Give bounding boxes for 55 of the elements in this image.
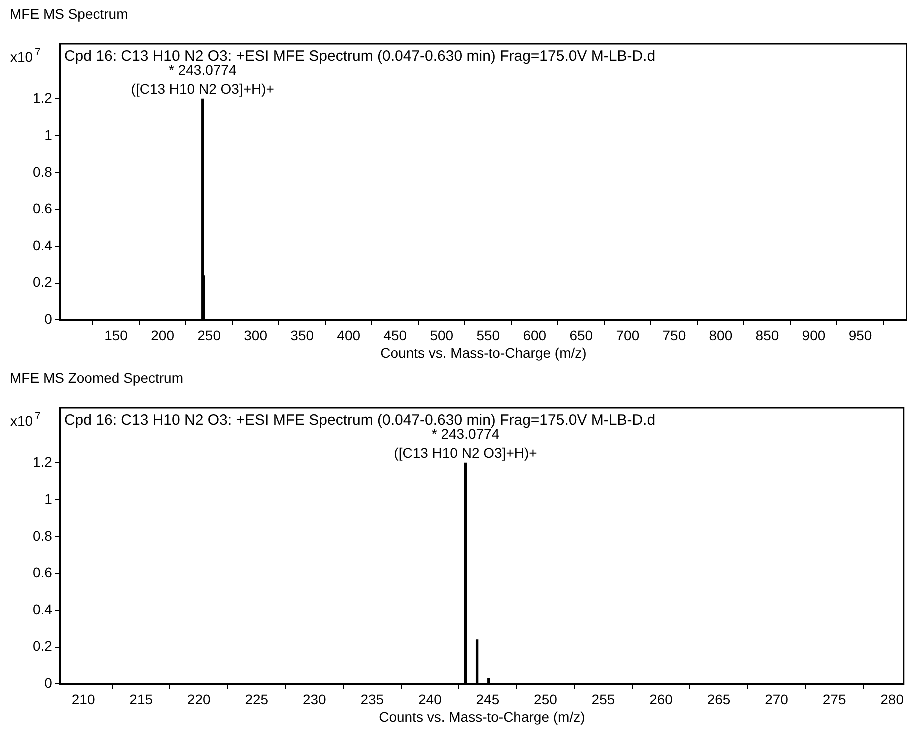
x-tick-label: 235 [360,691,384,708]
x-tick-label: 300 [244,327,268,344]
x-tick-label: 350 [290,327,314,344]
x-tick-label: 245 [476,691,500,708]
x-tick-label: 215 [130,691,154,708]
y-tick-label: 0 [44,311,53,328]
chart-title: MFE MS Spectrum [9,5,130,24]
x-tick-label: 255 [592,691,616,708]
y-tick-label: 0.8 [32,164,53,180]
x-tick-label: 265 [707,691,731,708]
x-tick-label: 550 [476,327,500,344]
y-tick-label: 1.2 [32,90,53,106]
x-tick-label: 800 [709,327,733,344]
y-tick-label: 0.8 [32,528,53,544]
x-tick-label: 400 [337,327,361,344]
y-tick-label: 1 [44,490,53,507]
x-tick-label: 240 [418,691,442,708]
x-axis-title: Counts vs. Mass-to-Charge (m/z) [379,709,586,725]
chart-subtitle: Cpd 16: C13 H10 N2 O3: +ESI MFE Spectrum (0.047-0.630 min) Frag=175.0V M-LB-D.d [64,412,656,429]
y-tick-label: 1 [44,126,53,143]
x-tick-label: 230 [302,691,327,708]
y-tick-label: 0.6 [32,564,53,581]
y-tick-label: 0 [44,675,53,692]
annotation: * 243.0774 [168,62,237,78]
y-tick-label: 1.2 [32,454,53,470]
chart-title: MFE MS Zoomed Spectrum [9,369,184,388]
x-tick-label: 700 [616,327,640,344]
chart-subtitle: Cpd 16: C13 H10 N2 O3: +ESI MFE Spectrum (0.047-0.630 min) Frag=175.0V M-LB-D.d [64,48,656,65]
y-tick-label: 0.6 [32,200,53,217]
x-tick-label: 250 [534,691,558,708]
x-tick-label: 250 [198,327,222,344]
x-axis-title: Counts vs. Mass-to-Charge (m/z) [380,345,587,361]
y-tick-label: 0.2 [32,638,53,654]
annotation: ([C13 H10 N2 O3]+H)+ [131,81,274,98]
x-tick-label: 650 [570,327,594,344]
x-tick-label: 600 [523,327,547,344]
x-tick-label: 150 [104,327,128,344]
x-tick-label: 500 [430,327,454,344]
x-tick-label: 280 [880,691,904,708]
x-tick-label: 200 [151,327,175,344]
x-tick-label: 750 [662,327,686,344]
y-tick-label: 0.4 [32,237,53,254]
x-tick-label: 210 [72,691,96,708]
x-tick-label: 450 [384,327,408,344]
x-tick-label: 220 [187,691,211,708]
x-tick-label: 900 [802,327,826,344]
x-tick-label: 260 [650,691,674,708]
annotation: ([C13 H10 N2 O3]+H)+ [394,445,538,462]
x-tick-label: 850 [756,327,780,344]
x-tick-label: 225 [245,691,269,708]
x-tick-label: 270 [765,691,789,708]
x-tick-label: 275 [822,691,846,708]
y-tick-label: 0.4 [32,601,53,618]
x-tick-label: 950 [848,327,872,344]
y-tick-label: 0.2 [32,274,53,290]
